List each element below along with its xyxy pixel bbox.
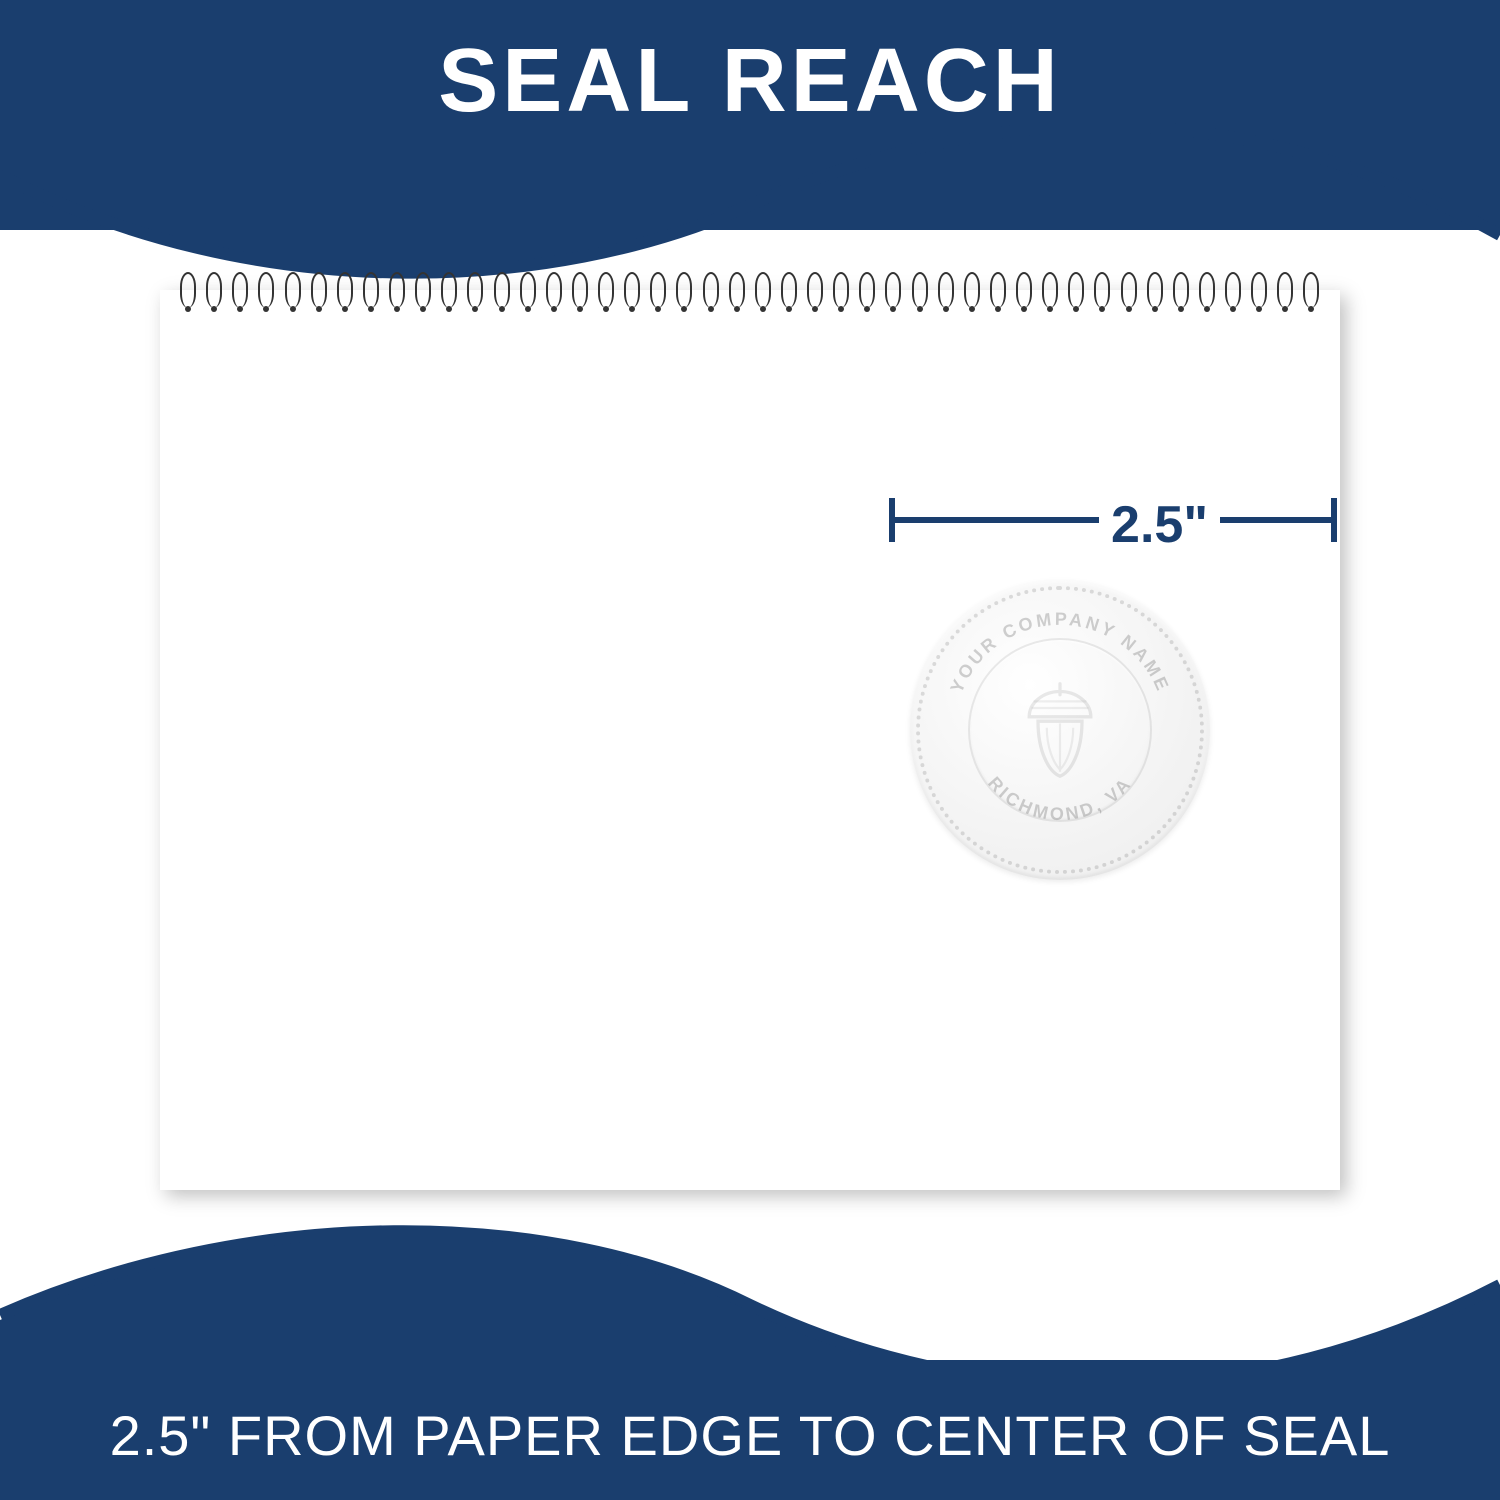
spiral-loop [912, 272, 928, 308]
spiral-loop [441, 272, 457, 308]
spiral-loop [363, 272, 379, 308]
spiral-loop [964, 272, 980, 308]
measurement-label: 2.5" [1099, 495, 1220, 555]
spiral-loop [1094, 272, 1110, 308]
spiral-loop [1016, 272, 1032, 308]
spiral-loop [807, 272, 823, 308]
spiral-loop [546, 272, 562, 308]
spiral-loop [232, 272, 248, 308]
spiral-loop [311, 272, 327, 308]
spiral-loop [1277, 272, 1293, 308]
spiral-loop [415, 272, 431, 308]
spiral-loop [624, 272, 640, 308]
spiral-loop [703, 272, 719, 308]
spiral-loop [1303, 272, 1319, 308]
spiral-loop [258, 272, 274, 308]
acorn-icon [1005, 675, 1115, 785]
spiral-loop [389, 272, 405, 308]
spiral-loop [1199, 272, 1215, 308]
spiral-loop [285, 272, 301, 308]
spiral-loop [781, 272, 797, 308]
spiral-loop [1147, 272, 1163, 308]
spiral-loop [650, 272, 666, 308]
spiral-loop [990, 272, 1006, 308]
spiral-loop [1121, 272, 1137, 308]
embossed-seal: YOUR COMPANY NAME RICHMOND, VA [910, 580, 1210, 880]
spiral-loop [885, 272, 901, 308]
spiral-loop [1068, 272, 1084, 308]
spiral-loop [467, 272, 483, 308]
spiral-loop [598, 272, 614, 308]
spiral-loop [520, 272, 536, 308]
spiral-loop [1173, 272, 1189, 308]
spiral-loop [1251, 272, 1267, 308]
spiral-loop [833, 272, 849, 308]
spiral-loop [1042, 272, 1058, 308]
spiral-loop [676, 272, 692, 308]
spiral-binding [180, 272, 1320, 308]
spiral-loop [729, 272, 745, 308]
spiral-loop [180, 272, 196, 308]
spiral-loop [755, 272, 771, 308]
spiral-loop [859, 272, 875, 308]
page-title: SEAL REACH [0, 30, 1500, 133]
spiral-loop [938, 272, 954, 308]
footer-caption: 2.5" FROM PAPER EDGE TO CENTER OF SEAL [0, 1403, 1500, 1468]
spiral-loop [572, 272, 588, 308]
spiral-loop [494, 272, 510, 308]
spiral-loop [1225, 272, 1241, 308]
spiral-loop [337, 272, 353, 308]
spiral-loop [206, 272, 222, 308]
